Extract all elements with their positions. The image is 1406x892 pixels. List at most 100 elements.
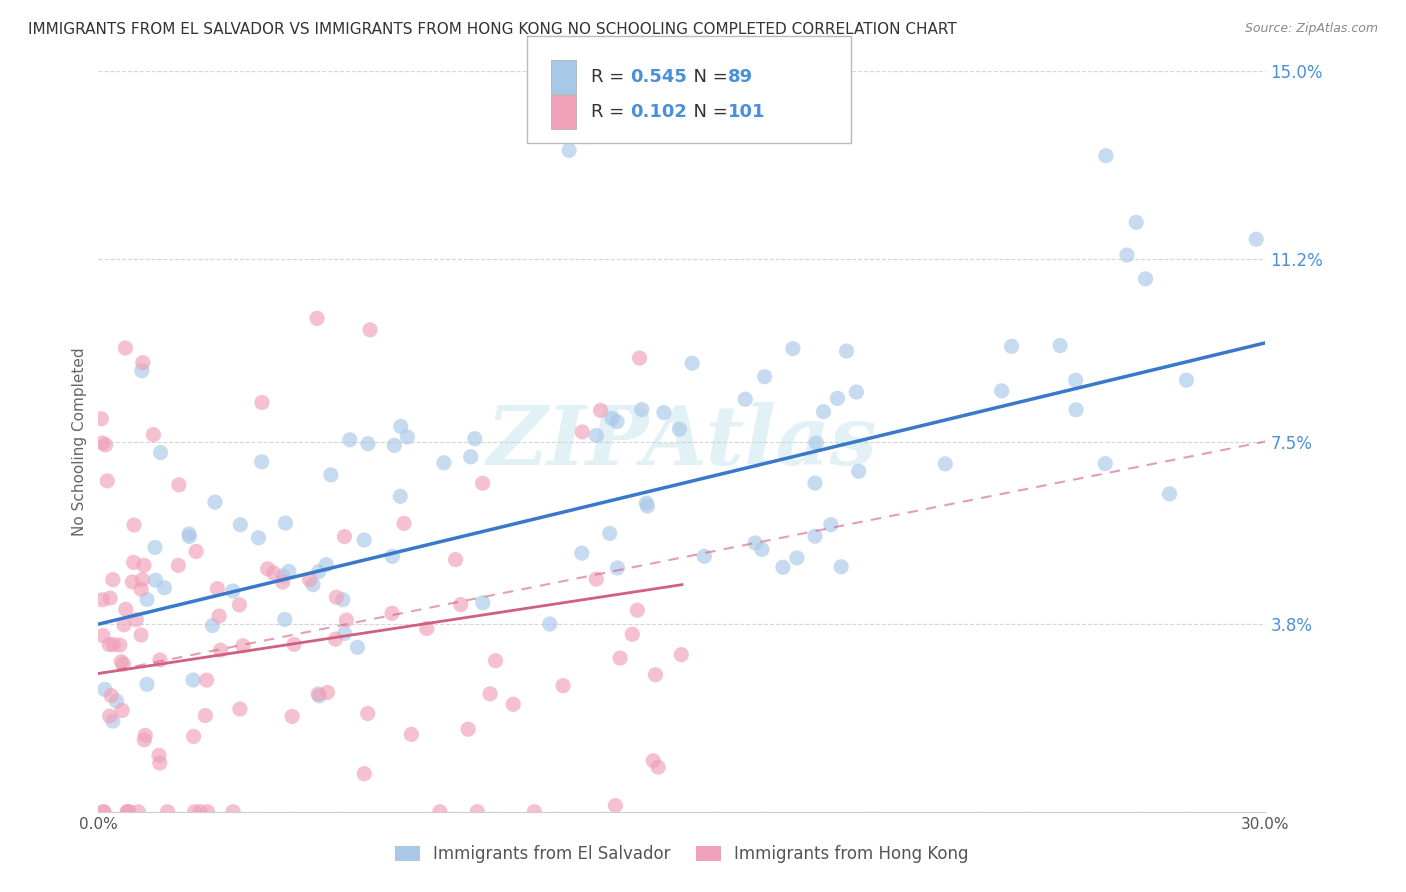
Point <box>315 558 337 572</box>
Point <box>271 569 294 583</box>
Point <box>114 341 136 355</box>
Point <box>502 698 524 712</box>
Point <box>429 805 451 819</box>
Point <box>271 575 294 590</box>
Point <box>558 144 581 158</box>
Point <box>1115 248 1137 262</box>
Point <box>283 637 305 651</box>
Point <box>626 603 648 617</box>
Point <box>668 422 690 436</box>
Point <box>183 805 205 819</box>
Point <box>621 627 644 641</box>
Point <box>605 798 627 813</box>
Point <box>523 805 546 819</box>
Point <box>813 404 835 418</box>
Point <box>827 392 849 406</box>
Point <box>804 529 827 543</box>
Legend: Immigrants from El Salvador, Immigrants from Hong Kong: Immigrants from El Salvador, Immigrants … <box>388 838 976 870</box>
Point <box>298 573 321 587</box>
Point <box>274 612 297 626</box>
Point <box>195 673 218 688</box>
Point <box>333 530 356 544</box>
Point <box>571 546 593 560</box>
Point <box>115 805 138 819</box>
Point <box>693 549 716 564</box>
Point <box>101 714 124 728</box>
Point <box>830 559 852 574</box>
Point <box>772 560 794 574</box>
Point <box>307 687 329 701</box>
Text: 0.545: 0.545 <box>630 68 686 86</box>
Point <box>484 654 506 668</box>
Point <box>229 702 252 716</box>
Point <box>281 709 304 723</box>
Point <box>389 489 412 503</box>
Point <box>630 402 652 417</box>
Point <box>167 558 190 573</box>
Point <box>129 628 152 642</box>
Point <box>91 436 114 450</box>
Point <box>263 566 285 580</box>
Point <box>222 805 245 819</box>
Point <box>585 572 607 586</box>
Text: N =: N = <box>682 103 734 121</box>
Point <box>1049 338 1071 352</box>
Point <box>325 632 347 647</box>
Point <box>744 536 766 550</box>
Point <box>585 428 607 442</box>
Point <box>353 533 375 547</box>
Point <box>671 648 693 662</box>
Point <box>806 436 828 450</box>
Point <box>134 728 156 742</box>
Point <box>132 558 155 573</box>
Point <box>589 403 612 417</box>
Point <box>177 527 200 541</box>
Point <box>600 411 623 425</box>
Point <box>392 516 415 531</box>
Point <box>145 573 167 587</box>
Point <box>131 573 153 587</box>
Point <box>118 805 141 819</box>
Point <box>96 474 118 488</box>
Point <box>136 677 159 691</box>
Point <box>131 364 153 378</box>
Point <box>359 323 381 337</box>
Point <box>156 805 179 819</box>
Point <box>101 573 124 587</box>
Point <box>628 351 651 365</box>
Point <box>471 476 494 491</box>
Text: R =: R = <box>591 68 630 86</box>
Point <box>845 384 868 399</box>
Point <box>401 727 423 741</box>
Point <box>381 549 404 564</box>
Point <box>643 754 665 768</box>
Point <box>204 495 226 509</box>
Point <box>305 311 328 326</box>
Point <box>644 667 666 681</box>
Point <box>465 805 488 819</box>
Point <box>91 592 114 607</box>
Point <box>208 609 231 624</box>
Point <box>444 552 467 566</box>
Point <box>786 550 808 565</box>
Point <box>250 455 273 469</box>
Text: IMMIGRANTS FROM EL SALVADOR VS IMMIGRANTS FROM HONG KONG NO SCHOOLING COMPLETED : IMMIGRANTS FROM EL SALVADOR VS IMMIGRANT… <box>28 22 957 37</box>
Point <box>636 496 658 510</box>
Point <box>754 369 776 384</box>
Point <box>94 438 117 452</box>
Point <box>381 607 404 621</box>
Point <box>308 565 330 579</box>
Point <box>357 436 380 450</box>
Point <box>179 529 201 543</box>
Point <box>183 730 205 744</box>
Point <box>93 805 115 819</box>
Point <box>389 419 412 434</box>
Point <box>100 689 122 703</box>
Point <box>122 518 145 533</box>
Point <box>571 425 593 439</box>
Point <box>416 622 439 636</box>
Point <box>90 412 112 426</box>
Point <box>433 456 456 470</box>
Point <box>382 438 405 452</box>
Point <box>353 766 375 780</box>
